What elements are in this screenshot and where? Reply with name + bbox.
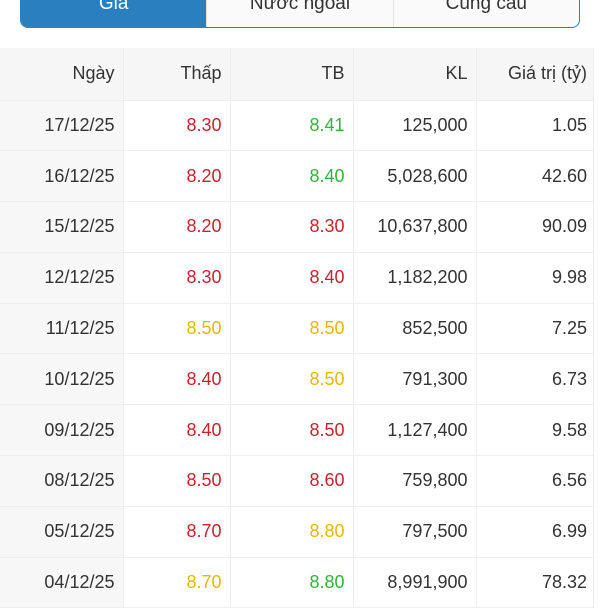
cell-value: 9.58 (476, 404, 594, 457)
cell-low: 8.70 (123, 506, 231, 558)
table-row[interactable]: 15/12/25 8.20 8.30 10,637,800 90.09 (0, 201, 594, 253)
price-history-table: Ngày Thấp TB KL Giá trị (tỷ) 17/12/25 8.3… (0, 48, 594, 608)
table-row[interactable]: 16/12/25 8.20 8.40 5,028,600 42.60 (0, 150, 594, 203)
cell-volume: 5,028,600 (353, 150, 477, 203)
cell-avg: 8.30 (230, 201, 354, 253)
cell-date: 04/12/25 (0, 557, 124, 608)
cell-volume: 759,800 (353, 455, 477, 507)
cell-low: 8.70 (123, 557, 231, 608)
cell-volume: 8,991,900 (353, 557, 477, 608)
cell-value: 7.25 (476, 303, 594, 355)
cell-date: 11/12/25 (0, 303, 124, 355)
cell-value: 9.98 (476, 252, 594, 304)
cell-value: 1.05 (476, 100, 594, 152)
table-row[interactable]: 04/12/25 8.70 8.80 8,991,900 78.32 (0, 557, 594, 608)
cell-avg: 8.80 (230, 506, 354, 558)
cell-avg: 8.50 (230, 303, 354, 355)
header-avg[interactable]: TB (230, 48, 354, 101)
table-row[interactable]: 05/12/25 8.70 8.80 797,500 6.99 (0, 506, 594, 558)
cell-avg: 8.40 (230, 252, 354, 304)
cell-volume: 1,182,200 (353, 252, 477, 304)
cell-date: 05/12/25 (0, 506, 124, 558)
table-row[interactable]: 08/12/25 8.50 8.60 759,800 6.56 (0, 455, 594, 507)
cell-avg: 8.40 (230, 150, 354, 203)
table-row[interactable]: 10/12/25 8.40 8.50 791,300 6.73 (0, 353, 594, 406)
table-row[interactable]: 12/12/25 8.30 8.40 1,182,200 9.98 (0, 252, 594, 304)
header-value[interactable]: Giá trị (tỷ) (476, 48, 594, 101)
table-row[interactable]: 09/12/25 8.40 8.50 1,127,400 9.58 (0, 404, 594, 457)
cell-volume: 1,127,400 (353, 404, 477, 457)
cell-volume: 791,300 (353, 353, 477, 406)
cell-date: 17/12/25 (0, 100, 124, 152)
cell-volume: 10,637,800 (353, 201, 477, 253)
cell-volume: 797,500 (353, 506, 477, 558)
cell-low: 8.40 (123, 353, 231, 406)
cell-volume: 852,500 (353, 303, 477, 355)
cell-avg: 8.41 (230, 100, 354, 152)
header-date[interactable]: Ngày (0, 48, 124, 101)
cell-low: 8.30 (123, 100, 231, 152)
tab-bar: Giá Nước ngoài Cung cầu (20, 0, 580, 28)
cell-value: 78.32 (476, 557, 594, 608)
cell-low: 8.40 (123, 404, 231, 457)
tab-cung-cau[interactable]: Cung cầu (392, 0, 579, 27)
cell-value: 6.73 (476, 353, 594, 406)
table-row[interactable]: 17/12/25 8.30 8.41 125,000 1.05 (0, 100, 594, 152)
cell-date: 10/12/25 (0, 353, 124, 406)
cell-date: 16/12/25 (0, 150, 124, 203)
cell-low: 8.50 (123, 455, 231, 507)
cell-value: 6.99 (476, 506, 594, 558)
table-row[interactable]: 11/12/25 8.50 8.50 852,500 7.25 (0, 303, 594, 355)
header-low[interactable]: Thấp (123, 48, 231, 101)
cell-avg: 8.50 (230, 404, 354, 457)
cell-avg: 8.50 (230, 353, 354, 406)
cell-avg: 8.60 (230, 455, 354, 507)
tab-nuoc-ngoai[interactable]: Nước ngoài (206, 0, 392, 27)
cell-value: 6.56 (476, 455, 594, 507)
cell-date: 12/12/25 (0, 252, 124, 304)
cell-low: 8.20 (123, 150, 231, 203)
cell-value: 42.60 (476, 150, 594, 203)
table-header: Ngày Thấp TB KL Giá trị (tỷ) (0, 48, 594, 101)
cell-value: 90.09 (476, 201, 594, 253)
cell-avg: 8.80 (230, 557, 354, 608)
cell-date: 09/12/25 (0, 404, 124, 457)
cell-low: 8.20 (123, 201, 231, 253)
cell-low: 8.30 (123, 252, 231, 304)
cell-low: 8.50 (123, 303, 231, 355)
cell-date: 15/12/25 (0, 201, 124, 253)
header-volume[interactable]: KL (353, 48, 477, 101)
tab-gia[interactable]: Giá (21, 0, 207, 27)
cell-date: 08/12/25 (0, 455, 124, 507)
cell-volume: 125,000 (353, 100, 477, 152)
